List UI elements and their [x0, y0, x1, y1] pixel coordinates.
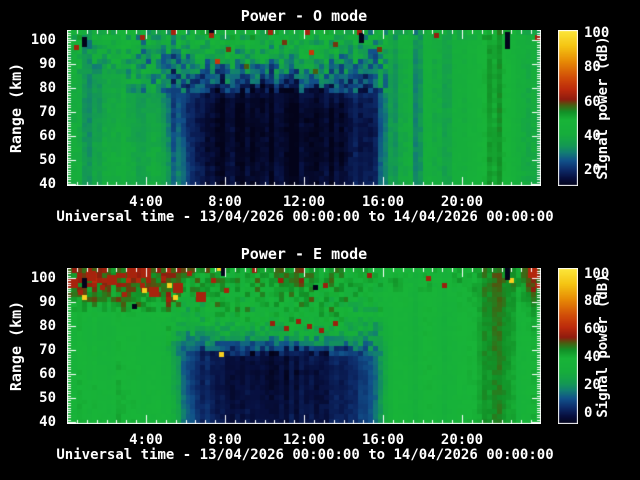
colorbar-tick-label: 40: [584, 349, 601, 366]
colorbar-tick-label: 80: [584, 293, 601, 310]
o-mode-x-axis-label: Universal time - 13/04/2026 00:00:00 to …: [56, 209, 554, 225]
y-tick-label: 80: [39, 318, 56, 335]
x-tick-label: 16:00: [361, 432, 405, 448]
x-tick-label: 20:00: [440, 432, 484, 448]
colorbar-tick-label: 20: [584, 377, 601, 393]
y-tick-label: 100: [30, 270, 56, 287]
y-tick-label: 60: [39, 366, 56, 383]
colorbar-tick-label: 100: [584, 265, 610, 282]
e-mode-colorbar: [558, 268, 578, 424]
x-tick-label: 4:00: [129, 432, 163, 448]
y-tick-label: 90: [39, 56, 56, 73]
colorbar-tick-label: 20: [584, 161, 601, 178]
y-tick-label: 50: [39, 152, 56, 169]
colorbar-tick-label: 60: [584, 93, 601, 110]
o-mode-heatmap: [67, 30, 541, 186]
x-tick-label: 4:00: [129, 194, 163, 210]
y-tick-label: 50: [39, 390, 56, 407]
x-tick-label: 16:00: [361, 194, 405, 210]
y-tick-label: 70: [39, 342, 56, 359]
e-mode-heatmap: [67, 268, 541, 424]
colorbar-tick-label: 60: [584, 321, 601, 338]
y-tick-label: 40: [39, 414, 56, 431]
y-tick-label: 80: [39, 80, 56, 97]
o-mode-title: Power - O mode: [240, 7, 368, 25]
y-tick-label: 90: [39, 294, 56, 311]
y-tick-label: 40: [39, 176, 56, 193]
y-tick-label: 60: [39, 128, 56, 145]
colorbar-tick-label: 0: [584, 404, 593, 421]
colorbar-tick-label: 80: [584, 59, 601, 76]
x-tick-label: 12:00: [282, 432, 326, 448]
x-tick-label: 20:00: [440, 194, 484, 210]
y-tick-label: 100: [30, 32, 56, 49]
e-mode-x-axis-label: Universal time - 13/04/2026 00:00:00 to …: [56, 447, 554, 463]
y-tick-label: 70: [39, 104, 56, 121]
colorbar-tick-label: 100: [584, 25, 610, 42]
o-mode-colorbar: [558, 30, 578, 186]
x-tick-label: 8:00: [208, 194, 242, 210]
x-tick-label: 12:00: [282, 194, 326, 210]
e-mode-title: Power - E mode: [240, 245, 368, 263]
x-tick-label: 8:00: [208, 432, 242, 448]
colorbar-tick-label: 40: [584, 127, 601, 144]
